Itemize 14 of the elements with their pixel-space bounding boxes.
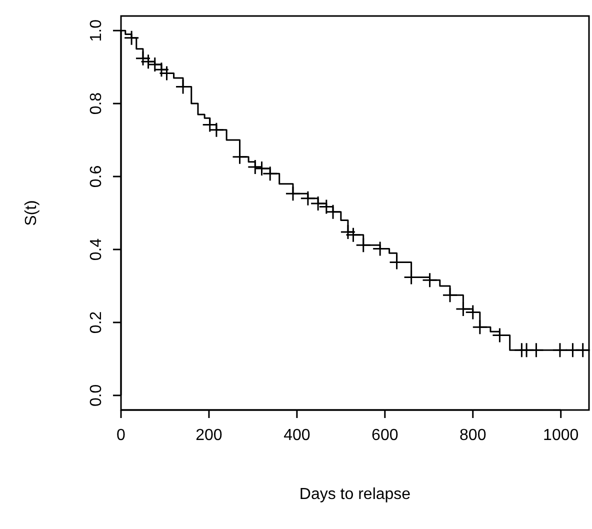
y-tick-label: 0.6 — [88, 165, 105, 188]
y-tick-label: 1.0 — [88, 19, 105, 42]
x-tick-label: 600 — [372, 427, 398, 444]
x-tick-label: 0 — [116, 427, 126, 444]
x-tick-label: 200 — [196, 427, 222, 444]
y-tick-label: 0.2 — [88, 311, 105, 334]
y-tick-label: 0.4 — [88, 238, 105, 261]
y-tick-label: 0.8 — [88, 92, 105, 115]
y-axis-title: S(t) — [23, 200, 40, 226]
x-axis-title: Days to relapse — [299, 486, 411, 503]
x-tick-label: 800 — [460, 427, 486, 444]
y-tick-label: 0.0 — [88, 384, 105, 407]
x-tick-label: 1000 — [543, 427, 579, 444]
x-tick-label: 400 — [284, 427, 310, 444]
